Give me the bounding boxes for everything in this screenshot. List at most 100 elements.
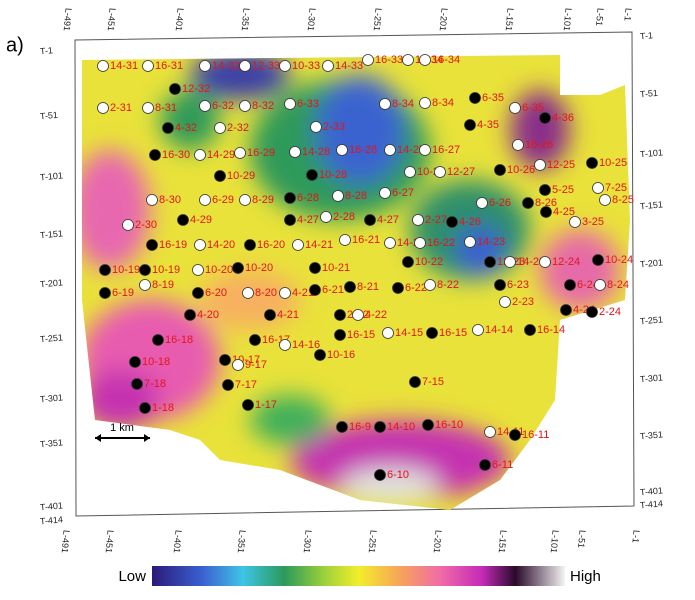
well-marker (586, 306, 598, 318)
well-marker (279, 287, 291, 299)
well-marker (419, 144, 431, 156)
well-label: 16-19 (159, 239, 187, 251)
well-label: 10-24 (605, 254, 633, 266)
well-label: 14-23 (477, 236, 505, 248)
well-label: 2-32 (227, 122, 249, 134)
well-label: 10-20 (205, 264, 233, 276)
well-marker (97, 102, 109, 114)
well-marker (177, 214, 189, 226)
well-label: 6-21 (322, 284, 344, 296)
well-marker (464, 119, 476, 131)
well-marker (194, 239, 206, 251)
right-axis-label: T-201 (640, 257, 664, 269)
well-label: 16-30 (162, 149, 190, 161)
well-label: 12-32 (182, 83, 210, 95)
top-axis-label: L-491 (62, 8, 74, 32)
well-marker (162, 122, 174, 134)
well-marker (384, 237, 396, 249)
well-marker (139, 264, 151, 276)
well-marker (392, 282, 404, 294)
bottom-axis-label: L-51 (576, 530, 588, 549)
well-label: 6-10 (387, 469, 409, 481)
well-marker (309, 262, 321, 274)
top-axis-label: L-1 (623, 8, 634, 22)
well-label: 4-32 (175, 122, 197, 134)
well-marker (509, 429, 521, 441)
well-label: 4-36 (552, 112, 574, 124)
bottom-axis-label: L-401 (172, 530, 184, 554)
well-marker (99, 287, 111, 299)
well-label: 8-28 (345, 190, 367, 202)
well-label: 16-21 (352, 234, 380, 246)
well-label: 9-17 (245, 359, 267, 371)
well-marker (232, 262, 244, 274)
well-label: 12-25 (547, 159, 575, 171)
colorbar-high: High (570, 568, 601, 585)
well-marker (279, 60, 291, 72)
well-label: 16-14 (537, 324, 565, 336)
top-axis-label: L-151 (504, 8, 516, 32)
well-marker (152, 334, 164, 346)
well-marker (512, 139, 524, 151)
well-label: 16-20 (257, 239, 285, 251)
well-label: 14-15 (395, 327, 423, 339)
well-label: 6-20 (205, 287, 227, 299)
well-marker (539, 256, 551, 268)
well-label: 12-33 (252, 60, 280, 72)
well-label: 1-18 (152, 402, 174, 414)
well-marker (320, 211, 332, 223)
scale-bar-label: 1 km (110, 422, 134, 434)
well-label: 2-24 (599, 306, 621, 318)
well-label: 16-15 (347, 329, 375, 341)
bottom-axis-label: L-151 (497, 530, 509, 554)
well-label: 4-29 (190, 214, 212, 226)
well-marker (146, 239, 158, 251)
left-axis-label: T-1 (40, 45, 54, 56)
well-label: 8-21 (357, 281, 379, 293)
left-axis-label: T-351 (40, 437, 64, 449)
well-marker (419, 97, 431, 109)
well-marker (539, 112, 551, 124)
well-marker (412, 214, 424, 226)
well-label: 4-26 (459, 216, 481, 228)
well-marker (169, 83, 181, 95)
well-label: 7-18 (144, 378, 166, 390)
well-marker (560, 304, 572, 316)
well-label: 2-31 (110, 102, 132, 114)
well-marker (146, 194, 158, 206)
well-marker (382, 327, 394, 339)
well-label: 4-35 (477, 119, 499, 131)
well-marker (242, 287, 254, 299)
well-label: 16-10 (435, 419, 463, 431)
well-label: 1-17 (255, 399, 277, 411)
well-label: 8-19 (152, 279, 174, 291)
well-label: 10-21 (322, 262, 350, 274)
well-label: 14-10 (387, 421, 415, 433)
well-marker (339, 234, 351, 246)
well-marker (219, 354, 231, 366)
bottom-axis-label: L-301 (302, 530, 314, 554)
colorbar-low: Low (118, 568, 146, 585)
well-label: 16-33 (375, 54, 403, 66)
well-marker (592, 182, 604, 194)
well-marker (419, 54, 431, 66)
bottom-axis-label: L-201 (432, 530, 444, 554)
well-label: 16-18 (165, 334, 193, 346)
well-label: 2-28 (333, 211, 355, 223)
well-label: 14-29 (207, 149, 235, 161)
well-label: 16-22 (427, 237, 455, 249)
well-marker (569, 216, 581, 228)
bottom-axis-label: L-251 (367, 530, 379, 554)
well-marker (494, 279, 506, 291)
well-label: 14-21 (305, 239, 333, 251)
well-label: 6-35 (482, 92, 504, 104)
well-marker (122, 219, 134, 231)
well-marker (504, 256, 516, 268)
well-marker (314, 349, 326, 361)
well-marker (362, 54, 374, 66)
well-marker (336, 421, 348, 433)
well-marker (539, 184, 551, 196)
top-axis-label: L-301 (306, 8, 318, 32)
left-axis-label: T-151 (40, 228, 64, 240)
well-label: 12-27 (447, 166, 475, 178)
